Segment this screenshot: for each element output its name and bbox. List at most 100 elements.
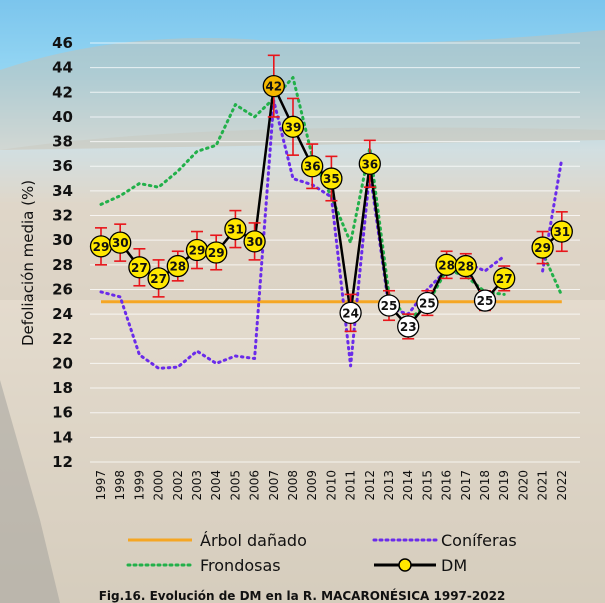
x-tick-label: 2019	[497, 470, 511, 501]
y-tick-label: 36	[52, 157, 73, 175]
dm-data-label: 27	[131, 261, 148, 275]
dm-data-label: 36	[361, 157, 378, 171]
dm-point	[493, 267, 516, 290]
dm-data-label: 29	[208, 246, 225, 260]
dm-point	[301, 155, 324, 178]
dm-data-label: 24	[342, 306, 359, 320]
x-tick-label: 2013	[382, 470, 396, 501]
dm-point	[205, 241, 228, 264]
dm-point	[281, 115, 305, 138]
legend-coniferas-label: Coníferas	[441, 531, 517, 550]
dm-data-label: 29	[534, 241, 551, 255]
dm-point	[416, 291, 439, 315]
dm-data-label: 29	[189, 244, 206, 258]
x-tick-label: 1997	[94, 470, 108, 501]
dm-data-label: 28	[457, 260, 474, 274]
x-tick-label: 2006	[248, 470, 262, 501]
y-tick-label: 40	[52, 108, 73, 126]
figure-caption: Fig.16. Evolución de DM en la R. MACARON…	[99, 588, 506, 603]
x-tick-label: 2015	[420, 470, 434, 501]
dm-point	[377, 294, 401, 317]
dm-data-label: 29	[93, 240, 110, 254]
dm-data-label: 42	[265, 80, 282, 94]
x-tick-label: 2022	[555, 470, 569, 501]
error-bars	[95, 54, 568, 340]
y-tick-label: 18	[52, 379, 73, 397]
y-tick-label: 16	[52, 404, 73, 422]
dm-point	[531, 236, 554, 259]
legend-arbol-label: Árbol dañado	[200, 531, 307, 550]
dm-data-label: 25	[381, 299, 398, 313]
dm-point	[320, 167, 343, 190]
x-tick-label: 2020	[516, 470, 530, 501]
x-tick-label: 1999	[132, 470, 146, 501]
y-tick-label: 46	[52, 34, 73, 52]
dm-data-label: 35	[323, 172, 340, 186]
x-tick-label: 2017	[459, 470, 473, 501]
dm-point	[243, 230, 266, 253]
y-tick-label: 42	[52, 83, 73, 101]
y-tick-label: 22	[52, 330, 73, 348]
x-tick-label: 2018	[478, 470, 492, 501]
x-tick-label: 2011	[344, 470, 358, 501]
dm-point	[358, 152, 381, 175]
y-tick-label: 28	[52, 256, 73, 274]
dm-data-label: 39	[285, 120, 302, 134]
y-tick-label: 26	[52, 280, 73, 298]
y-tick-labels: 12 14 16 18 20 22 24 26 28 30 32 34 36 38 40 42 44 46	[52, 34, 73, 471]
x-tick-label: 2021	[536, 470, 550, 501]
dm-data-label: 27	[150, 272, 167, 286]
dm-data-label: 28	[169, 260, 186, 274]
dm-data-label: 28	[438, 258, 455, 272]
x-tick-label: 2009	[305, 470, 319, 501]
dm-data-label: 31	[227, 223, 244, 237]
x-tick-label: 2005	[228, 470, 242, 501]
y-tick-label: 44	[52, 59, 73, 77]
series-line-dm	[100, 84, 506, 328]
legend-dm-marker	[398, 558, 412, 572]
x-tick-labels: 1997 1998 1999 2000 2002 2003 2004 2005 2006 2007…	[94, 470, 569, 501]
gridlines	[90, 42, 580, 463]
y-tick-label: 34	[52, 182, 73, 200]
y-tick-label: 38	[52, 133, 73, 151]
dm-point	[166, 254, 189, 278]
y-tick-label: 24	[52, 305, 73, 323]
x-tick-label: 2000	[152, 470, 166, 501]
y-tick-label: 20	[52, 354, 73, 372]
dm-point	[262, 74, 285, 98]
y-tick-label: 12	[52, 453, 73, 471]
dm-point	[109, 231, 132, 254]
dm-data-label: 30	[112, 236, 129, 250]
dm-point	[454, 254, 477, 278]
x-tick-label: 2012	[363, 470, 377, 501]
y-tick-label: 32	[52, 207, 73, 225]
x-tick-label: 2004	[209, 470, 223, 501]
series-line-frondosas	[99, 76, 506, 322]
dm-data-label: 25	[419, 297, 436, 311]
x-tick-label: 2007	[267, 470, 281, 501]
y-tick-label: 30	[52, 231, 73, 249]
dm-data-label: 27	[496, 272, 513, 286]
dm-data-label: 31	[553, 225, 570, 239]
dm-point	[550, 220, 573, 243]
x-tick-label: 2002	[171, 470, 185, 501]
x-tick-label: 2008	[286, 470, 300, 501]
dm-point	[147, 267, 170, 290]
legend: Árbol dañado Coníferas Frondosas DM	[126, 531, 517, 575]
x-tick-label: 2003	[190, 470, 204, 501]
dm-data-label: 30	[246, 235, 263, 249]
series-line-coniferas	[99, 99, 506, 370]
x-tick-label: 2016	[440, 470, 454, 501]
y-axis-label: Defoliación media (%)	[19, 180, 37, 346]
legend-frondosas-label: Frondosas	[200, 556, 281, 575]
x-tick-label: 1998	[113, 470, 127, 501]
dm-data-label: 36	[304, 160, 321, 174]
y-tick-label: 14	[52, 428, 73, 446]
series-lines	[99, 76, 564, 370]
dm-data-label: 25	[477, 294, 494, 308]
dm-data-label: 23	[400, 320, 417, 334]
legend-dm-label: DM	[441, 556, 467, 575]
dm-point	[339, 301, 362, 325]
